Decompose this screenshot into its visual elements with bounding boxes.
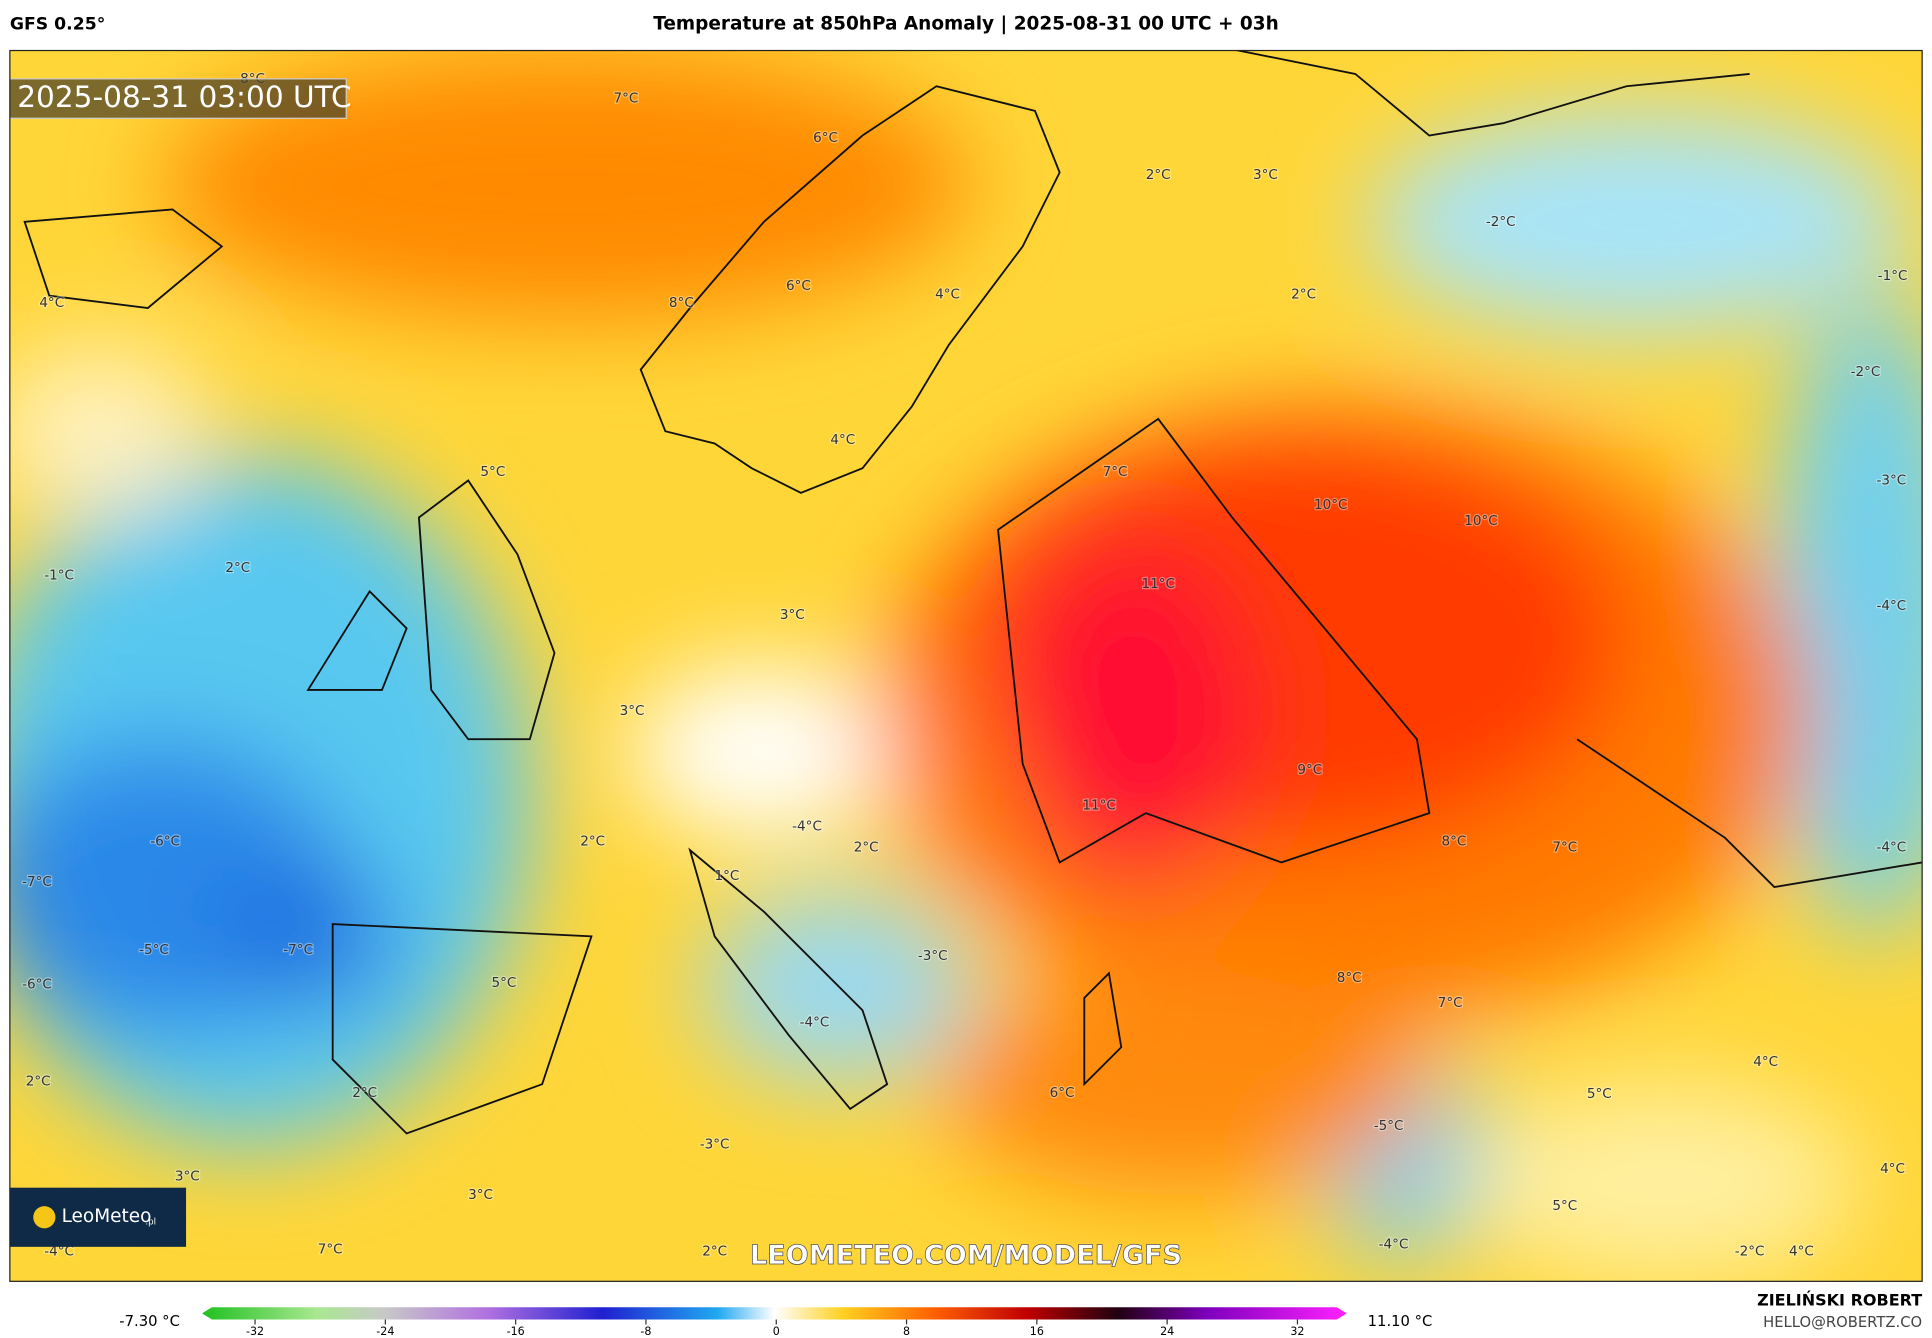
temperature-label: -2°C (1851, 364, 1881, 380)
temperature-label: -1°C (44, 567, 74, 583)
temperature-label: 7°C (318, 1241, 343, 1257)
temperature-label: 5°C (480, 464, 505, 480)
temperature-label: 6°C (786, 278, 811, 294)
temperature-label: 3°C (620, 703, 645, 719)
map-labels: 7°C 8°C 6°C 2°C 3°C -2°C 4°C 8°C 6°C 4°C 2°C -1°C -2… (21, 70, 1909, 1261)
temperature-label: -6°C (22, 976, 52, 992)
logo-suffix: .pl (145, 1218, 156, 1228)
temperature-label: 4°C (830, 432, 855, 448)
temperature-label: 4°C (1789, 1244, 1814, 1260)
colorbar-tick-label: 24 (1160, 1325, 1174, 1338)
colorbar-max: 11.10 °C (1368, 1313, 1433, 1330)
temperature-label: 1°C (715, 868, 740, 884)
temperature-label: 5°C (1552, 1198, 1577, 1214)
temperature-label: 2°C (702, 1244, 727, 1260)
temperature-label: -3°C (1876, 472, 1906, 488)
temperature-label: -2°C (1486, 214, 1516, 230)
temperature-label: 6°C (813, 130, 838, 146)
temperature-label: -5°C (1374, 1118, 1404, 1134)
temperature-label: 3°C (780, 607, 805, 623)
colorbar-tick-label: -16 (507, 1325, 525, 1338)
temperature-label: 2°C (352, 1085, 377, 1101)
temperature-label: 10°C (1314, 497, 1347, 513)
colorbar-tick-label: -24 (376, 1325, 394, 1338)
temperature-label: -3°C (700, 1137, 730, 1153)
temperature-label: -4°C (1379, 1236, 1409, 1252)
temperature-label: 10°C (1464, 513, 1497, 529)
colorbar-tick-label: 8 (903, 1325, 910, 1338)
colorbar-tick-label: 0 (773, 1325, 780, 1338)
colorbar-gradient (202, 1307, 1347, 1320)
timestamp-box (9, 78, 347, 119)
temperature-label: 8°C (669, 295, 694, 311)
temperature-label: 11°C (1082, 798, 1115, 814)
temperature-label: 2°C (854, 840, 879, 856)
colorbar-tick-label: 16 (1030, 1325, 1044, 1338)
temperature-label: 4°C (935, 286, 960, 302)
temperature-label: 2°C (1291, 286, 1316, 302)
email: HELLO@ROBERTZ.CO (1763, 1314, 1922, 1331)
temperature-label: -7°C (22, 874, 52, 890)
temperature-label: 3°C (1253, 167, 1278, 183)
temperature-label: -4°C (792, 819, 822, 835)
map: 7°C 8°C 6°C 2°C 3°C -2°C 4°C 8°C 6°C 4°C 2°C -1°C -2… (9, 50, 1923, 1282)
model-name: GFS 0.25° (10, 15, 105, 35)
timestamp: 2025-08-31 03:00 UTC (17, 80, 351, 114)
temperature-label: 2°C (225, 560, 250, 576)
temperature-label: -3°C (918, 948, 948, 964)
temperature-label: 2°C (26, 1074, 51, 1090)
temperature-label: -5°C (139, 942, 169, 958)
logo-text: LeoMeteo (62, 1206, 152, 1227)
temperature-label: 7°C (1552, 840, 1577, 856)
coastline (23, 50, 1923, 1135)
temperature-label: 8°C (1441, 833, 1466, 849)
temperature-label: 6°C (1050, 1085, 1075, 1101)
temperature-label: -1°C (1878, 268, 1908, 284)
temperature-label: 3°C (468, 1187, 493, 1203)
temperature-label: -2°C (1735, 1244, 1765, 1260)
temperature-label: 9°C (1297, 762, 1322, 778)
temperature-label: 4°C (1880, 1161, 1905, 1177)
temperature-label: 2°C (580, 833, 605, 849)
temperature-label: 7°C (613, 91, 638, 107)
temperature-label: 8°C (1337, 970, 1362, 986)
temperature-label: -4°C (44, 1244, 74, 1260)
temperature-label: 2°C (1146, 167, 1171, 183)
watermark: LEOMETEO.COM/MODEL/GFS (750, 1240, 1182, 1271)
temperature-label: -6°C (150, 833, 180, 849)
logo-sun (33, 1206, 56, 1229)
temperature-label: 5°C (1587, 1086, 1612, 1102)
temperature-label: -4°C (800, 1015, 830, 1031)
temperature-label: 4°C (1753, 1054, 1778, 1070)
temperature-label: 7°C (1103, 464, 1128, 480)
temperature-label: 11°C (1141, 576, 1174, 592)
temperature-label: -7°C (283, 942, 313, 958)
map-title: Temperature at 850hPa Anomaly | 2025-08-… (653, 14, 1278, 35)
colorbar-tick-label: -32 (246, 1325, 264, 1338)
temperature-label: 3°C (175, 1169, 200, 1185)
temperature-label: 5°C (492, 975, 517, 991)
colorbar-tick-label: 32 (1290, 1325, 1304, 1338)
author: ZIELIŃSKI ROBERT (1757, 1291, 1922, 1310)
colorbar-tick-label: -8 (640, 1325, 651, 1338)
colorbar: -7.30 °C 11.10 °C -32 -24 -16 -8 0 8 16 24 32 (119, 1307, 1432, 1338)
map-frame (9, 49, 1923, 1282)
temperature-label: 7°C (1438, 995, 1463, 1011)
temperature-label: -4°C (1876, 840, 1906, 856)
colorbar-min: -7.30 °C (119, 1313, 180, 1330)
temperature-label: 4°C (39, 295, 64, 311)
temperature-label: -4°C (1876, 598, 1906, 614)
